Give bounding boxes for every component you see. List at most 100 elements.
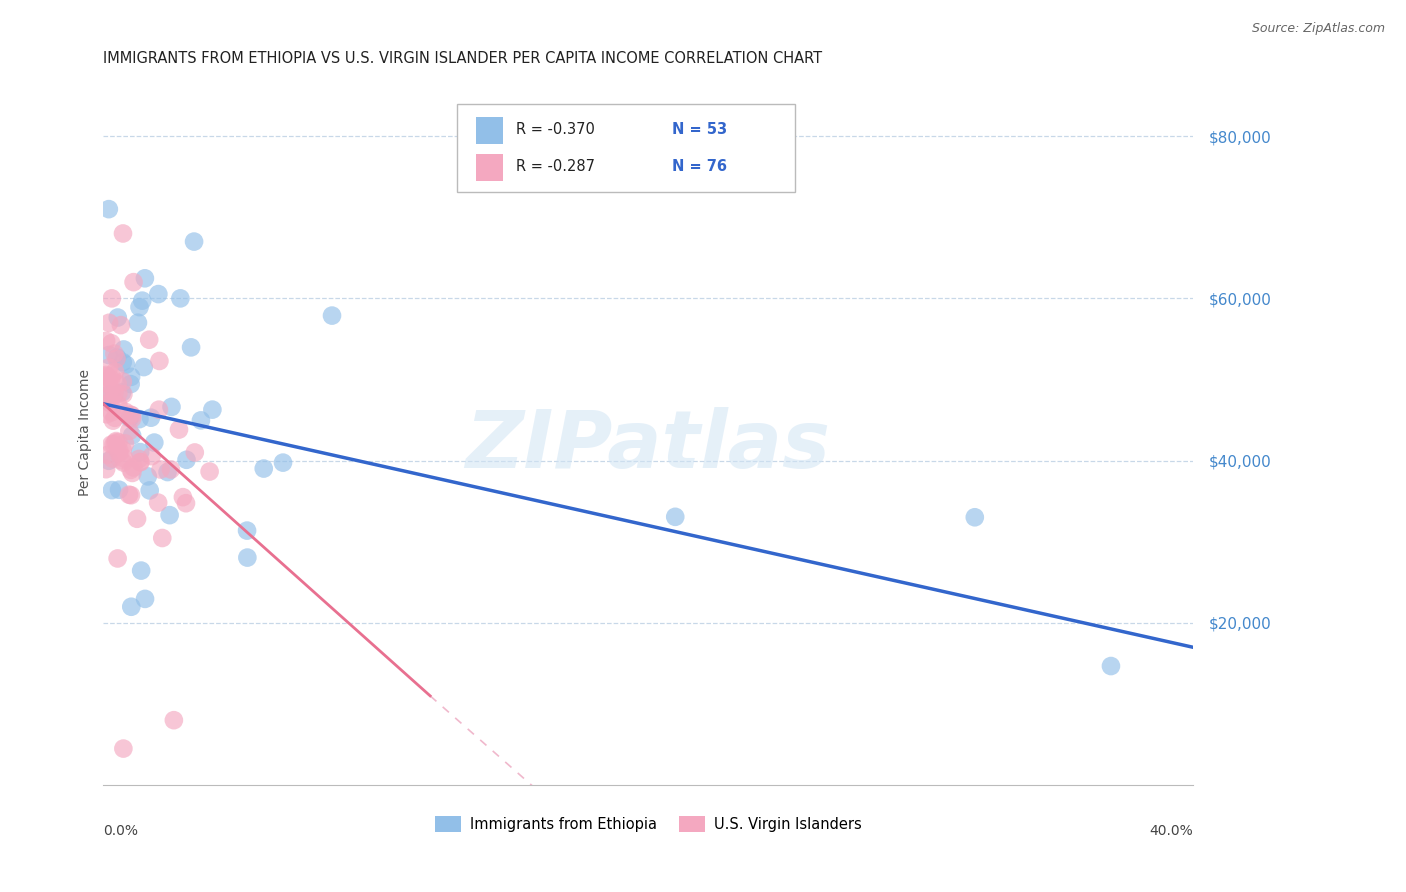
Point xyxy=(136,469,159,483)
Point xyxy=(128,300,150,314)
Point xyxy=(134,591,156,606)
Point xyxy=(118,488,141,502)
Point xyxy=(107,386,129,401)
Point xyxy=(100,368,122,383)
Point xyxy=(108,446,131,460)
Point xyxy=(97,448,120,462)
Point xyxy=(120,377,142,392)
Point xyxy=(112,456,135,470)
Point xyxy=(110,453,132,467)
Point xyxy=(184,445,207,459)
Point xyxy=(149,462,172,476)
Point xyxy=(112,451,135,466)
Point xyxy=(104,435,127,450)
Point xyxy=(101,414,124,428)
Point xyxy=(107,310,129,325)
FancyBboxPatch shape xyxy=(475,153,503,180)
Point xyxy=(120,599,142,614)
Point xyxy=(114,405,136,419)
Point xyxy=(169,291,191,305)
Point xyxy=(101,291,124,305)
Point xyxy=(107,551,129,566)
Point xyxy=(125,512,148,526)
Point xyxy=(174,496,197,510)
Point xyxy=(101,389,124,403)
Point xyxy=(105,351,128,366)
Text: ZIPatlas: ZIPatlas xyxy=(465,408,831,485)
Point xyxy=(128,451,150,466)
Text: N = 53: N = 53 xyxy=(672,122,727,137)
Point xyxy=(121,411,143,425)
Point xyxy=(108,444,131,458)
Point xyxy=(664,509,686,524)
Point xyxy=(112,387,135,401)
Point xyxy=(127,316,149,330)
Point xyxy=(131,293,153,308)
Point xyxy=(100,405,122,419)
Point xyxy=(138,333,160,347)
Point xyxy=(107,398,129,412)
Point xyxy=(114,436,136,450)
Point xyxy=(101,483,124,497)
Point xyxy=(148,287,170,301)
Text: 40.0%: 40.0% xyxy=(1149,824,1192,838)
Point xyxy=(107,435,129,450)
Point xyxy=(97,378,120,392)
Point xyxy=(190,413,212,427)
Text: N = 76: N = 76 xyxy=(672,160,727,174)
Point xyxy=(176,452,198,467)
Point xyxy=(101,451,124,466)
Point xyxy=(146,496,169,510)
Point xyxy=(118,424,141,438)
Point xyxy=(98,395,121,409)
Point xyxy=(132,360,155,375)
Point xyxy=(271,456,294,470)
Point xyxy=(120,369,142,384)
Point xyxy=(180,340,202,354)
Point xyxy=(321,309,343,323)
Point xyxy=(143,435,166,450)
Point xyxy=(94,376,117,390)
Point xyxy=(253,461,276,475)
Text: IMMIGRANTS FROM ETHIOPIA VS U.S. VIRGIN ISLANDER PER CAPITA INCOME CORRELATION C: IMMIGRANTS FROM ETHIOPIA VS U.S. VIRGIN … xyxy=(104,51,823,66)
Point xyxy=(104,410,127,425)
Point xyxy=(100,396,122,410)
Point xyxy=(94,334,117,348)
Legend: Immigrants from Ethiopia, U.S. Virgin Islanders: Immigrants from Ethiopia, U.S. Virgin Is… xyxy=(429,810,868,838)
Point xyxy=(111,375,134,389)
Point xyxy=(160,462,183,476)
Point xyxy=(198,465,221,479)
Point xyxy=(129,445,152,459)
Point xyxy=(139,410,162,425)
FancyBboxPatch shape xyxy=(475,117,503,145)
Point xyxy=(201,402,224,417)
Point xyxy=(183,235,205,249)
Point xyxy=(121,428,143,442)
Point xyxy=(103,346,125,360)
Point xyxy=(97,454,120,468)
Point xyxy=(97,348,120,362)
Point xyxy=(160,400,183,414)
Point xyxy=(103,385,125,400)
Point xyxy=(150,531,173,545)
Point xyxy=(129,455,152,469)
Point xyxy=(129,564,152,578)
Text: R = -0.287: R = -0.287 xyxy=(516,160,595,174)
Point xyxy=(98,384,121,398)
Point xyxy=(94,462,117,476)
Point xyxy=(148,402,170,417)
Point xyxy=(111,385,134,400)
Point xyxy=(167,423,190,437)
Point xyxy=(121,466,143,480)
Point xyxy=(129,455,152,469)
Text: Source: ZipAtlas.com: Source: ZipAtlas.com xyxy=(1251,22,1385,36)
Point xyxy=(159,508,181,523)
Point xyxy=(115,358,138,372)
Point xyxy=(111,227,134,241)
Point xyxy=(108,483,131,497)
Point xyxy=(156,465,179,479)
Point xyxy=(236,550,259,565)
Point xyxy=(97,202,120,216)
Point xyxy=(110,318,132,332)
Point xyxy=(100,372,122,386)
